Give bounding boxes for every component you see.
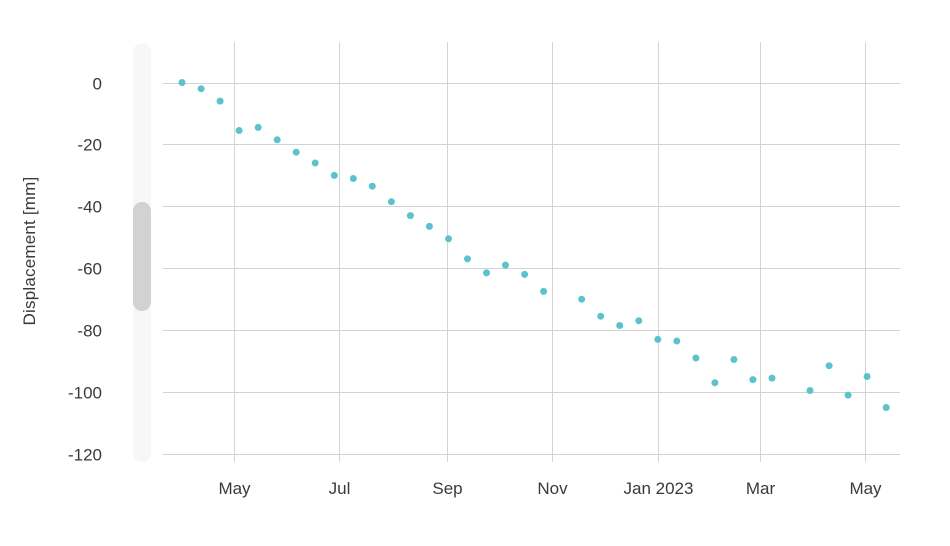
data-point[interactable] <box>863 373 871 380</box>
y-tick-label: -100 <box>68 384 102 403</box>
x-tick-label: May <box>218 479 251 498</box>
x-tick-label: Mar <box>746 479 776 498</box>
y-tick-label: -40 <box>77 198 102 217</box>
data-point[interactable] <box>578 295 586 303</box>
data-point[interactable] <box>673 337 681 345</box>
data-point[interactable] <box>330 171 338 179</box>
data-point[interactable] <box>806 387 814 394</box>
data-point[interactable] <box>349 175 357 182</box>
data-point[interactable] <box>292 148 300 156</box>
data-point[interactable] <box>254 123 262 131</box>
y-tick-label: -60 <box>77 260 102 279</box>
data-point[interactable] <box>235 127 243 134</box>
data-point[interactable] <box>445 235 452 243</box>
data-point[interactable] <box>521 270 529 278</box>
data-point[interactable] <box>844 391 852 399</box>
data-point[interactable] <box>216 97 224 105</box>
y-tick-label: -80 <box>77 322 102 341</box>
data-point[interactable] <box>635 317 643 325</box>
data-point[interactable] <box>178 79 186 86</box>
data-point[interactable] <box>406 212 414 220</box>
data-point[interactable] <box>273 136 281 144</box>
x-tick-label: Jul <box>329 479 351 498</box>
data-point[interactable] <box>597 312 605 320</box>
data-point[interactable] <box>464 255 471 263</box>
data-point[interactable] <box>692 354 700 362</box>
data-point[interactable] <box>197 85 205 93</box>
x-tick-label: Sep <box>432 479 462 498</box>
y-range-scrollbar-track[interactable] <box>133 43 151 462</box>
data-point[interactable] <box>425 222 433 230</box>
x-tick-label: May <box>849 479 882 498</box>
y-tick-label: -20 <box>77 136 102 155</box>
data-point[interactable] <box>711 379 719 387</box>
data-point[interactable] <box>825 362 833 370</box>
data-point[interactable] <box>768 374 776 382</box>
data-point[interactable] <box>311 159 319 167</box>
data-point[interactable] <box>654 335 662 343</box>
data-point[interactable] <box>540 287 548 295</box>
data-point[interactable] <box>616 322 624 329</box>
data-point[interactable] <box>730 356 738 363</box>
y-tick-label: -120 <box>68 446 102 465</box>
x-tick-label: Jan 2023 <box>624 479 694 498</box>
data-point[interactable] <box>749 376 757 384</box>
y-range-scrollbar-thumb[interactable] <box>133 202 151 311</box>
y-tick-label: 0 <box>93 75 102 94</box>
data-point[interactable] <box>483 269 490 277</box>
x-tick-label: Nov <box>537 479 568 498</box>
data-point[interactable] <box>387 198 395 206</box>
data-point[interactable] <box>502 261 509 269</box>
data-point[interactable] <box>882 404 890 411</box>
data-point[interactable] <box>368 182 376 190</box>
